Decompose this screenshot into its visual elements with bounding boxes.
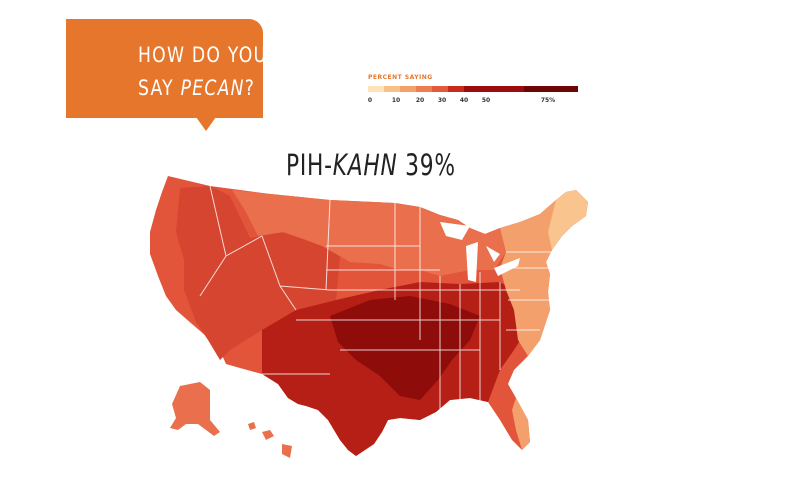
legend-swatch: [400, 86, 416, 92]
legend-tick-label: 10: [391, 97, 401, 104]
legend-swatch: [448, 86, 464, 92]
heading-percent: 39%: [405, 148, 456, 182]
callout-bubble: [66, 19, 263, 118]
callout-line-1: HOW DO YOU: [138, 43, 268, 67]
legend-tick-label: 75%: [540, 97, 556, 104]
legend-color-bar: [368, 86, 578, 92]
callout-title: HOW DO YOU SAY PECAN?: [138, 39, 267, 105]
legend-swatch: [368, 86, 384, 92]
legend-swatch: [432, 86, 448, 92]
legend-tick-label: 20: [415, 97, 425, 104]
map-region-northeast: [500, 200, 560, 356]
callout-tail: [196, 117, 216, 131]
map-heading: PIH-KAHN 39%: [286, 148, 456, 182]
map-hawaii: [248, 422, 292, 458]
legend-swatch: [416, 86, 432, 92]
legend-tick-label: 50: [481, 97, 491, 104]
map-great-lakes: [440, 222, 520, 282]
heading-emphasis: KAHN: [332, 148, 398, 182]
legend-swatch: [384, 86, 400, 92]
callout-line-2: SAY PECAN?: [138, 72, 267, 105]
legend-swatch: [464, 86, 524, 92]
callout-pecan: PECAN: [180, 76, 245, 100]
map-region-mountain: [176, 186, 340, 360]
legend-swatch: [524, 86, 578, 92]
map-region-florida-coast: [512, 398, 530, 450]
color-legend: PERCENT SAYING 0 10 20 30 40 50 75%: [366, 74, 606, 114]
legend-tick-label: 30: [437, 97, 447, 104]
legend-title: PERCENT SAYING: [368, 74, 433, 81]
map-alaska: [170, 382, 220, 436]
callout-say: SAY: [138, 76, 181, 100]
map-region-new-england: [548, 190, 588, 250]
map-region-deep-south: [330, 296, 480, 400]
callout-question: ?: [244, 76, 256, 100]
legend-tick-label: 40: [459, 97, 469, 104]
heading-word: PIH-: [286, 148, 333, 182]
map-region-midwest: [232, 190, 506, 276]
state-boundaries: [199, 185, 552, 420]
legend-tick-label: 0: [367, 97, 373, 104]
